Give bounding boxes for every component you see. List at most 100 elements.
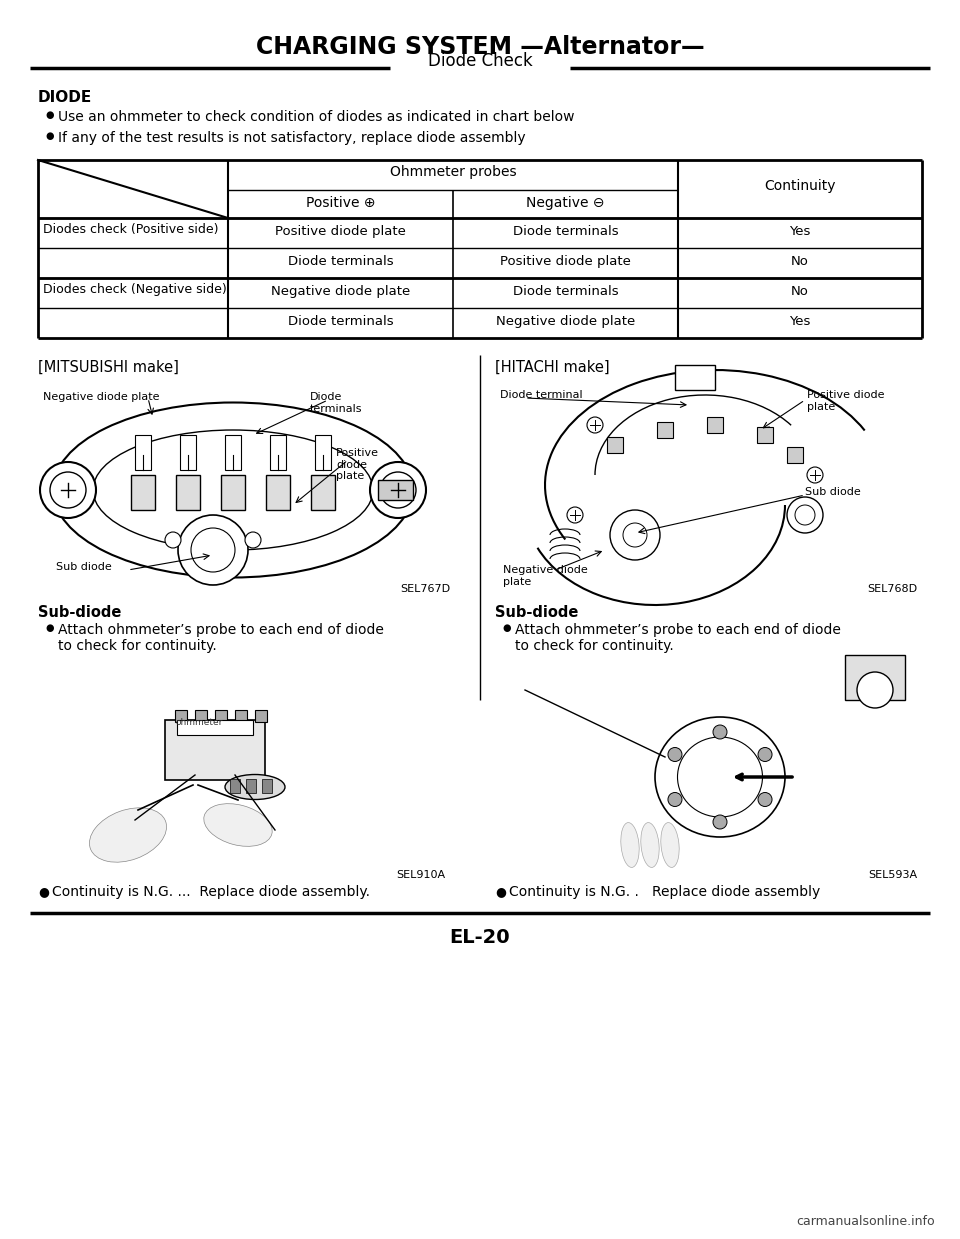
Text: Continuity is N.G. .   Replace diode assembly: Continuity is N.G. . Replace diode assem… (509, 885, 820, 900)
Circle shape (758, 793, 772, 807)
Bar (707, 418, 723, 432)
Text: Sub diode: Sub diode (805, 487, 861, 497)
Bar (225, 435, 241, 470)
Bar (180, 435, 196, 470)
Text: No: No (791, 285, 809, 299)
Bar (230, 779, 240, 793)
Text: Sub diode: Sub diode (56, 563, 111, 572)
Text: SEL768D: SEL768D (867, 584, 917, 593)
Text: Sub-diode: Sub-diode (38, 605, 121, 620)
Circle shape (787, 497, 823, 533)
Text: Negative diode plate: Negative diode plate (43, 392, 159, 401)
Circle shape (370, 462, 426, 518)
Ellipse shape (93, 430, 373, 550)
Circle shape (807, 467, 823, 483)
Text: CHARGING SYSTEM —Alternator—: CHARGING SYSTEM —Alternator— (255, 35, 705, 59)
Bar (221, 475, 245, 510)
Text: Positive diode
plate: Positive diode plate (807, 390, 884, 411)
Text: EL-20: EL-20 (449, 928, 511, 947)
Circle shape (795, 506, 815, 525)
Ellipse shape (655, 717, 785, 838)
Bar (311, 475, 335, 510)
Circle shape (40, 462, 96, 518)
Bar (675, 366, 715, 390)
Text: Attach ohmmeter’s probe to each end of diode
to check for continuity.: Attach ohmmeter’s probe to each end of d… (515, 623, 841, 653)
Bar (177, 720, 253, 735)
Text: Yes: Yes (789, 315, 810, 328)
Text: Diode terminals: Diode terminals (513, 285, 618, 299)
Bar (215, 710, 227, 722)
Ellipse shape (53, 403, 413, 577)
Bar (315, 435, 331, 470)
Bar (176, 475, 200, 510)
Text: Diodes check (Positive side): Diodes check (Positive side) (43, 223, 219, 235)
Text: SEL593A: SEL593A (868, 870, 917, 880)
Text: Use an ohmmeter to check condition of diodes as indicated in chart below: Use an ohmmeter to check condition of di… (58, 110, 574, 124)
Circle shape (623, 523, 647, 546)
Text: Negative diode
plate: Negative diode plate (503, 565, 588, 586)
Text: ●: ● (45, 623, 54, 633)
Bar (378, 479, 413, 501)
Text: Diode terminal: Diode terminal (500, 390, 583, 400)
Bar (266, 475, 290, 510)
Text: ●: ● (502, 623, 511, 633)
Bar (657, 422, 673, 439)
Circle shape (668, 747, 682, 762)
Text: If any of the test results is not satisfactory, replace diode assembly: If any of the test results is not satisf… (58, 131, 526, 145)
Text: ●: ● (45, 131, 54, 141)
Circle shape (668, 793, 682, 807)
Circle shape (50, 472, 86, 508)
Text: Diode
terminals: Diode terminals (310, 392, 363, 414)
Bar (757, 427, 773, 444)
Text: Diode terminals: Diode terminals (288, 315, 394, 328)
Bar (262, 779, 272, 793)
Text: Positive
diode
plate: Positive diode plate (336, 449, 379, 481)
Circle shape (191, 528, 235, 572)
Bar (131, 475, 155, 510)
Ellipse shape (621, 823, 639, 867)
Text: Ohmmeter probes: Ohmmeter probes (390, 165, 516, 178)
Text: Continuity is N.G. ...  Replace diode assembly.: Continuity is N.G. ... Replace diode ass… (52, 885, 370, 900)
Ellipse shape (660, 823, 679, 867)
Bar (607, 437, 623, 453)
Circle shape (165, 532, 181, 548)
Text: Negative ⊖: Negative ⊖ (526, 196, 605, 209)
Text: Diodes check (Negative side): Diodes check (Negative side) (43, 282, 227, 296)
Circle shape (713, 725, 727, 738)
Text: Negative diode plate: Negative diode plate (271, 285, 410, 299)
Bar (255, 710, 267, 722)
Circle shape (857, 672, 893, 707)
Circle shape (587, 418, 603, 432)
Circle shape (758, 747, 772, 762)
Circle shape (567, 507, 583, 523)
Text: SEL910A: SEL910A (396, 870, 445, 880)
Bar (135, 435, 151, 470)
Ellipse shape (225, 774, 285, 799)
Text: [MITSUBISHI make]: [MITSUBISHI make] (38, 361, 179, 375)
Ellipse shape (678, 737, 762, 817)
Text: Diode terminals: Diode terminals (513, 225, 618, 238)
Text: No: No (791, 255, 809, 268)
Bar (845, 655, 905, 700)
Circle shape (178, 515, 248, 585)
Circle shape (610, 510, 660, 560)
Text: Diode terminals: Diode terminals (288, 255, 394, 268)
Ellipse shape (204, 804, 273, 846)
Bar (195, 710, 207, 722)
Text: Attach ohmmeter’s probe to each end of diode
to check for continuity.: Attach ohmmeter’s probe to each end of d… (58, 623, 384, 653)
Text: [HITACHI make]: [HITACHI make] (495, 361, 610, 375)
Bar (175, 710, 187, 722)
Ellipse shape (641, 823, 660, 867)
Text: DIODE: DIODE (38, 90, 92, 105)
Text: Positive diode plate: Positive diode plate (500, 255, 631, 268)
Text: ●: ● (495, 885, 506, 898)
Bar (235, 710, 247, 722)
Circle shape (713, 815, 727, 829)
Text: ●: ● (38, 885, 49, 898)
Text: ●: ● (45, 110, 54, 120)
Text: Positive ⊕: Positive ⊕ (305, 196, 375, 209)
Bar (787, 447, 803, 463)
Text: Sub-diode: Sub-diode (495, 605, 578, 620)
Circle shape (245, 532, 261, 548)
Bar (270, 435, 286, 470)
